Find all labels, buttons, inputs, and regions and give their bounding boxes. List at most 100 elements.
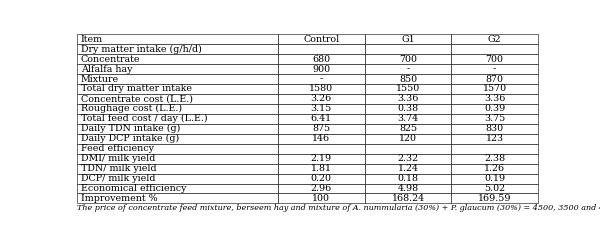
Text: Roughage cost (L.E.): Roughage cost (L.E.): [80, 104, 182, 113]
Bar: [365, 74, 451, 84]
Bar: [77, 164, 278, 174]
Text: 825: 825: [399, 124, 417, 133]
Text: Dry matter intake (g/h/d): Dry matter intake (g/h/d): [80, 45, 202, 54]
Bar: [451, 134, 538, 144]
Text: 120: 120: [399, 134, 417, 143]
Bar: [278, 164, 365, 174]
Text: Daily DCP intake (g): Daily DCP intake (g): [80, 134, 179, 143]
Text: 100: 100: [313, 194, 331, 203]
Bar: [77, 154, 278, 164]
Text: TDN/ milk yield: TDN/ milk yield: [80, 164, 156, 173]
Bar: [278, 193, 365, 203]
Bar: [77, 54, 278, 64]
Text: 169.59: 169.59: [478, 194, 511, 203]
Bar: [278, 104, 365, 114]
Text: 1580: 1580: [309, 84, 334, 93]
Bar: [451, 34, 538, 44]
Bar: [365, 64, 451, 74]
Bar: [278, 34, 365, 44]
Bar: [278, 74, 365, 84]
Text: -: -: [407, 65, 410, 74]
Text: Control: Control: [303, 35, 340, 44]
Bar: [365, 34, 451, 44]
Bar: [278, 144, 365, 154]
Text: 1550: 1550: [396, 84, 421, 93]
Bar: [365, 84, 451, 94]
Bar: [278, 134, 365, 144]
Bar: [278, 44, 365, 54]
Bar: [278, 54, 365, 64]
Text: DCP/ milk yield: DCP/ milk yield: [80, 174, 155, 183]
Bar: [451, 84, 538, 94]
Text: 3.26: 3.26: [311, 94, 332, 103]
Bar: [365, 54, 451, 64]
Text: 2.19: 2.19: [311, 154, 332, 163]
Bar: [365, 184, 451, 193]
Text: 3.74: 3.74: [398, 114, 419, 123]
Bar: [77, 124, 278, 134]
Text: 1.24: 1.24: [398, 164, 419, 173]
Bar: [77, 84, 278, 94]
Bar: [365, 134, 451, 144]
Text: -: -: [320, 75, 323, 84]
Bar: [77, 184, 278, 193]
Bar: [77, 74, 278, 84]
Bar: [77, 94, 278, 104]
Text: 2.32: 2.32: [398, 154, 419, 163]
Bar: [451, 124, 538, 134]
Text: 680: 680: [312, 55, 331, 64]
Bar: [365, 124, 451, 134]
Bar: [365, 144, 451, 154]
Bar: [365, 154, 451, 164]
Text: Improvement %: Improvement %: [80, 194, 157, 203]
Text: 0.20: 0.20: [311, 174, 332, 183]
Bar: [365, 44, 451, 54]
Bar: [451, 114, 538, 124]
Text: 1.81: 1.81: [311, 164, 332, 173]
Text: 0.39: 0.39: [484, 104, 505, 113]
Bar: [451, 54, 538, 64]
Bar: [278, 114, 365, 124]
Bar: [77, 34, 278, 44]
Text: Concentrate cost (L.E.): Concentrate cost (L.E.): [80, 94, 193, 103]
Text: 1570: 1570: [482, 84, 506, 93]
Bar: [278, 94, 365, 104]
Bar: [77, 144, 278, 154]
Text: 5.02: 5.02: [484, 184, 505, 193]
Bar: [278, 174, 365, 184]
Bar: [278, 184, 365, 193]
Text: 0.38: 0.38: [398, 104, 419, 113]
Bar: [278, 154, 365, 164]
Bar: [451, 74, 538, 84]
Text: 850: 850: [399, 75, 417, 84]
Text: 875: 875: [312, 124, 331, 133]
Bar: [365, 174, 451, 184]
Text: DMI/ milk yield: DMI/ milk yield: [80, 154, 155, 163]
Text: 700: 700: [399, 55, 417, 64]
Text: 900: 900: [312, 65, 331, 74]
Bar: [451, 94, 538, 104]
Bar: [278, 124, 365, 134]
Bar: [451, 154, 538, 164]
Text: 4.98: 4.98: [398, 184, 419, 193]
Text: 0.18: 0.18: [398, 174, 419, 183]
Bar: [278, 84, 365, 94]
Text: Feed efficiency: Feed efficiency: [80, 144, 154, 153]
Bar: [451, 144, 538, 154]
Text: 870: 870: [485, 75, 503, 84]
Bar: [451, 184, 538, 193]
Bar: [365, 104, 451, 114]
Bar: [77, 44, 278, 54]
Bar: [451, 64, 538, 74]
Bar: [365, 114, 451, 124]
Bar: [365, 94, 451, 104]
Text: 1.26: 1.26: [484, 164, 505, 173]
Text: Daily TDN intake (g): Daily TDN intake (g): [80, 124, 180, 133]
Bar: [451, 104, 538, 114]
Bar: [77, 104, 278, 114]
Text: 3.15: 3.15: [311, 104, 332, 113]
Bar: [365, 193, 451, 203]
Bar: [77, 134, 278, 144]
Text: 3.36: 3.36: [398, 94, 419, 103]
Bar: [365, 164, 451, 174]
